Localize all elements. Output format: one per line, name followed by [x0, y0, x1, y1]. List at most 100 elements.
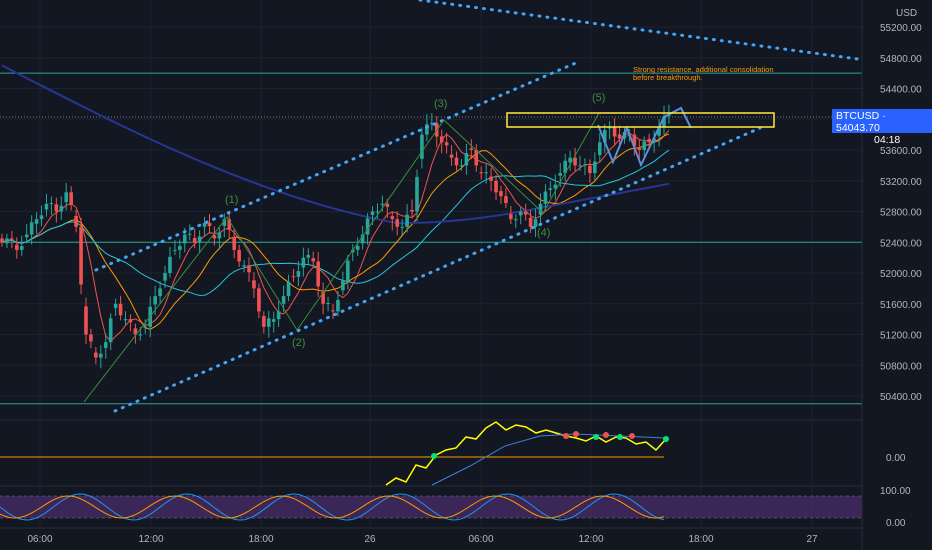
candle-body	[19, 246, 24, 250]
candle-body	[617, 134, 622, 139]
stoch-k	[0, 493, 665, 521]
candle-body	[133, 328, 138, 335]
candle-body	[232, 236, 236, 250]
currency-label: USD	[896, 8, 917, 19]
long-resistance	[418, 0, 882, 64]
wave-labels: (1) (2) (3) (4) (5)	[225, 92, 605, 349]
candle-body	[528, 217, 533, 227]
candle-body	[637, 148, 642, 150]
candle-body	[84, 306, 88, 335]
countdown: 04:18	[874, 134, 901, 146]
x-tick-label: 06:00	[27, 534, 52, 545]
candle-body	[94, 352, 98, 358]
candle-body	[647, 138, 651, 143]
candle-body	[311, 258, 316, 262]
candle-body	[34, 219, 39, 224]
candle-body	[558, 173, 563, 176]
candle-body	[588, 165, 592, 174]
candle-body	[360, 234, 365, 244]
annotation-line-1: Strong resistance, additional consolidat…	[633, 65, 774, 74]
candle-body	[227, 219, 232, 230]
wave-label-3: (3)	[434, 98, 447, 110]
candle-body	[44, 203, 49, 210]
candle-body	[10, 238, 14, 240]
candle-body	[415, 176, 419, 212]
ma-mid	[1, 133, 670, 330]
candle-body	[657, 126, 661, 136]
candle-body	[54, 204, 59, 212]
candle-body	[538, 203, 543, 215]
stochastic-pane	[0, 493, 862, 521]
candle-body	[593, 161, 597, 174]
candle-body	[513, 219, 518, 221]
candle-body	[454, 157, 459, 166]
candle-body	[103, 342, 108, 348]
candle-body	[257, 288, 261, 312]
y-tick-label: 51200.00	[880, 331, 922, 342]
candle-body	[89, 334, 93, 342]
price-axis[interactable]	[862, 0, 932, 550]
candle-body	[439, 136, 444, 143]
candle-body	[168, 256, 172, 273]
candle-body	[182, 234, 187, 244]
candle-body	[39, 215, 44, 220]
channel-upper	[94, 60, 580, 272]
stoch-band	[0, 496, 862, 518]
stoch-d	[0, 495, 665, 519]
y-tick-label: 52400.00	[880, 238, 922, 249]
candle-body	[518, 211, 523, 216]
resistance-box[interactable]	[506, 112, 775, 128]
wave-label-5: (5)	[592, 92, 605, 104]
signal-dot	[431, 453, 437, 459]
y-tick-label: 53600.00	[880, 146, 922, 157]
candle-body	[444, 142, 449, 146]
candle-body	[573, 157, 577, 166]
candle-body	[370, 211, 375, 215]
candle-body	[192, 238, 197, 243]
candle-body	[286, 281, 291, 297]
candle-body	[568, 157, 572, 163]
x-tick-label: 18:00	[688, 534, 713, 545]
y-tick-label: 52000.00	[880, 269, 922, 280]
candle-body	[222, 219, 227, 226]
annotation-line-2: before breakthrough.	[633, 73, 703, 82]
candle-body	[375, 211, 380, 213]
x-tick-label: 06:00	[468, 534, 493, 545]
candle-body	[504, 196, 508, 204]
candle-body	[395, 219, 400, 227]
candle-body	[118, 303, 123, 316]
candle-body	[113, 303, 118, 308]
candle-body	[5, 238, 9, 244]
signal-dot	[663, 436, 669, 442]
indicator1-tick: 0.00	[886, 453, 906, 464]
candle-body	[276, 311, 281, 320]
wave-label-4: (4)	[537, 227, 550, 239]
candle-body	[479, 172, 484, 174]
candle-body	[321, 292, 325, 304]
candle-body	[79, 226, 83, 285]
candle-body	[499, 191, 503, 197]
candle-body	[212, 235, 217, 239]
candle-body	[108, 318, 113, 343]
candle-body	[346, 260, 350, 281]
candle-body	[489, 176, 493, 181]
signal-dot	[603, 432, 609, 438]
x-axis-ticks[interactable]: 06:00 12:00 18:00 26 06:00 12:00 18:00 27	[27, 534, 818, 545]
candlesticks	[0, 104, 671, 369]
y-tick-label: 52800.00	[880, 208, 922, 219]
candle-body	[158, 288, 162, 297]
candle-body	[464, 153, 469, 166]
signal-dot	[593, 434, 599, 440]
y-tick-label: 53200.00	[880, 177, 922, 188]
candle-body	[197, 236, 202, 243]
x-tick-label: 12:00	[138, 534, 163, 545]
x-tick-label: 18:00	[248, 534, 273, 545]
candle-body	[69, 192, 73, 205]
y-tick-label: 55200.00	[880, 23, 922, 34]
candle-body	[336, 299, 340, 312]
candle-body	[612, 126, 617, 137]
candle-body	[494, 180, 498, 193]
candle-body	[405, 214, 409, 227]
